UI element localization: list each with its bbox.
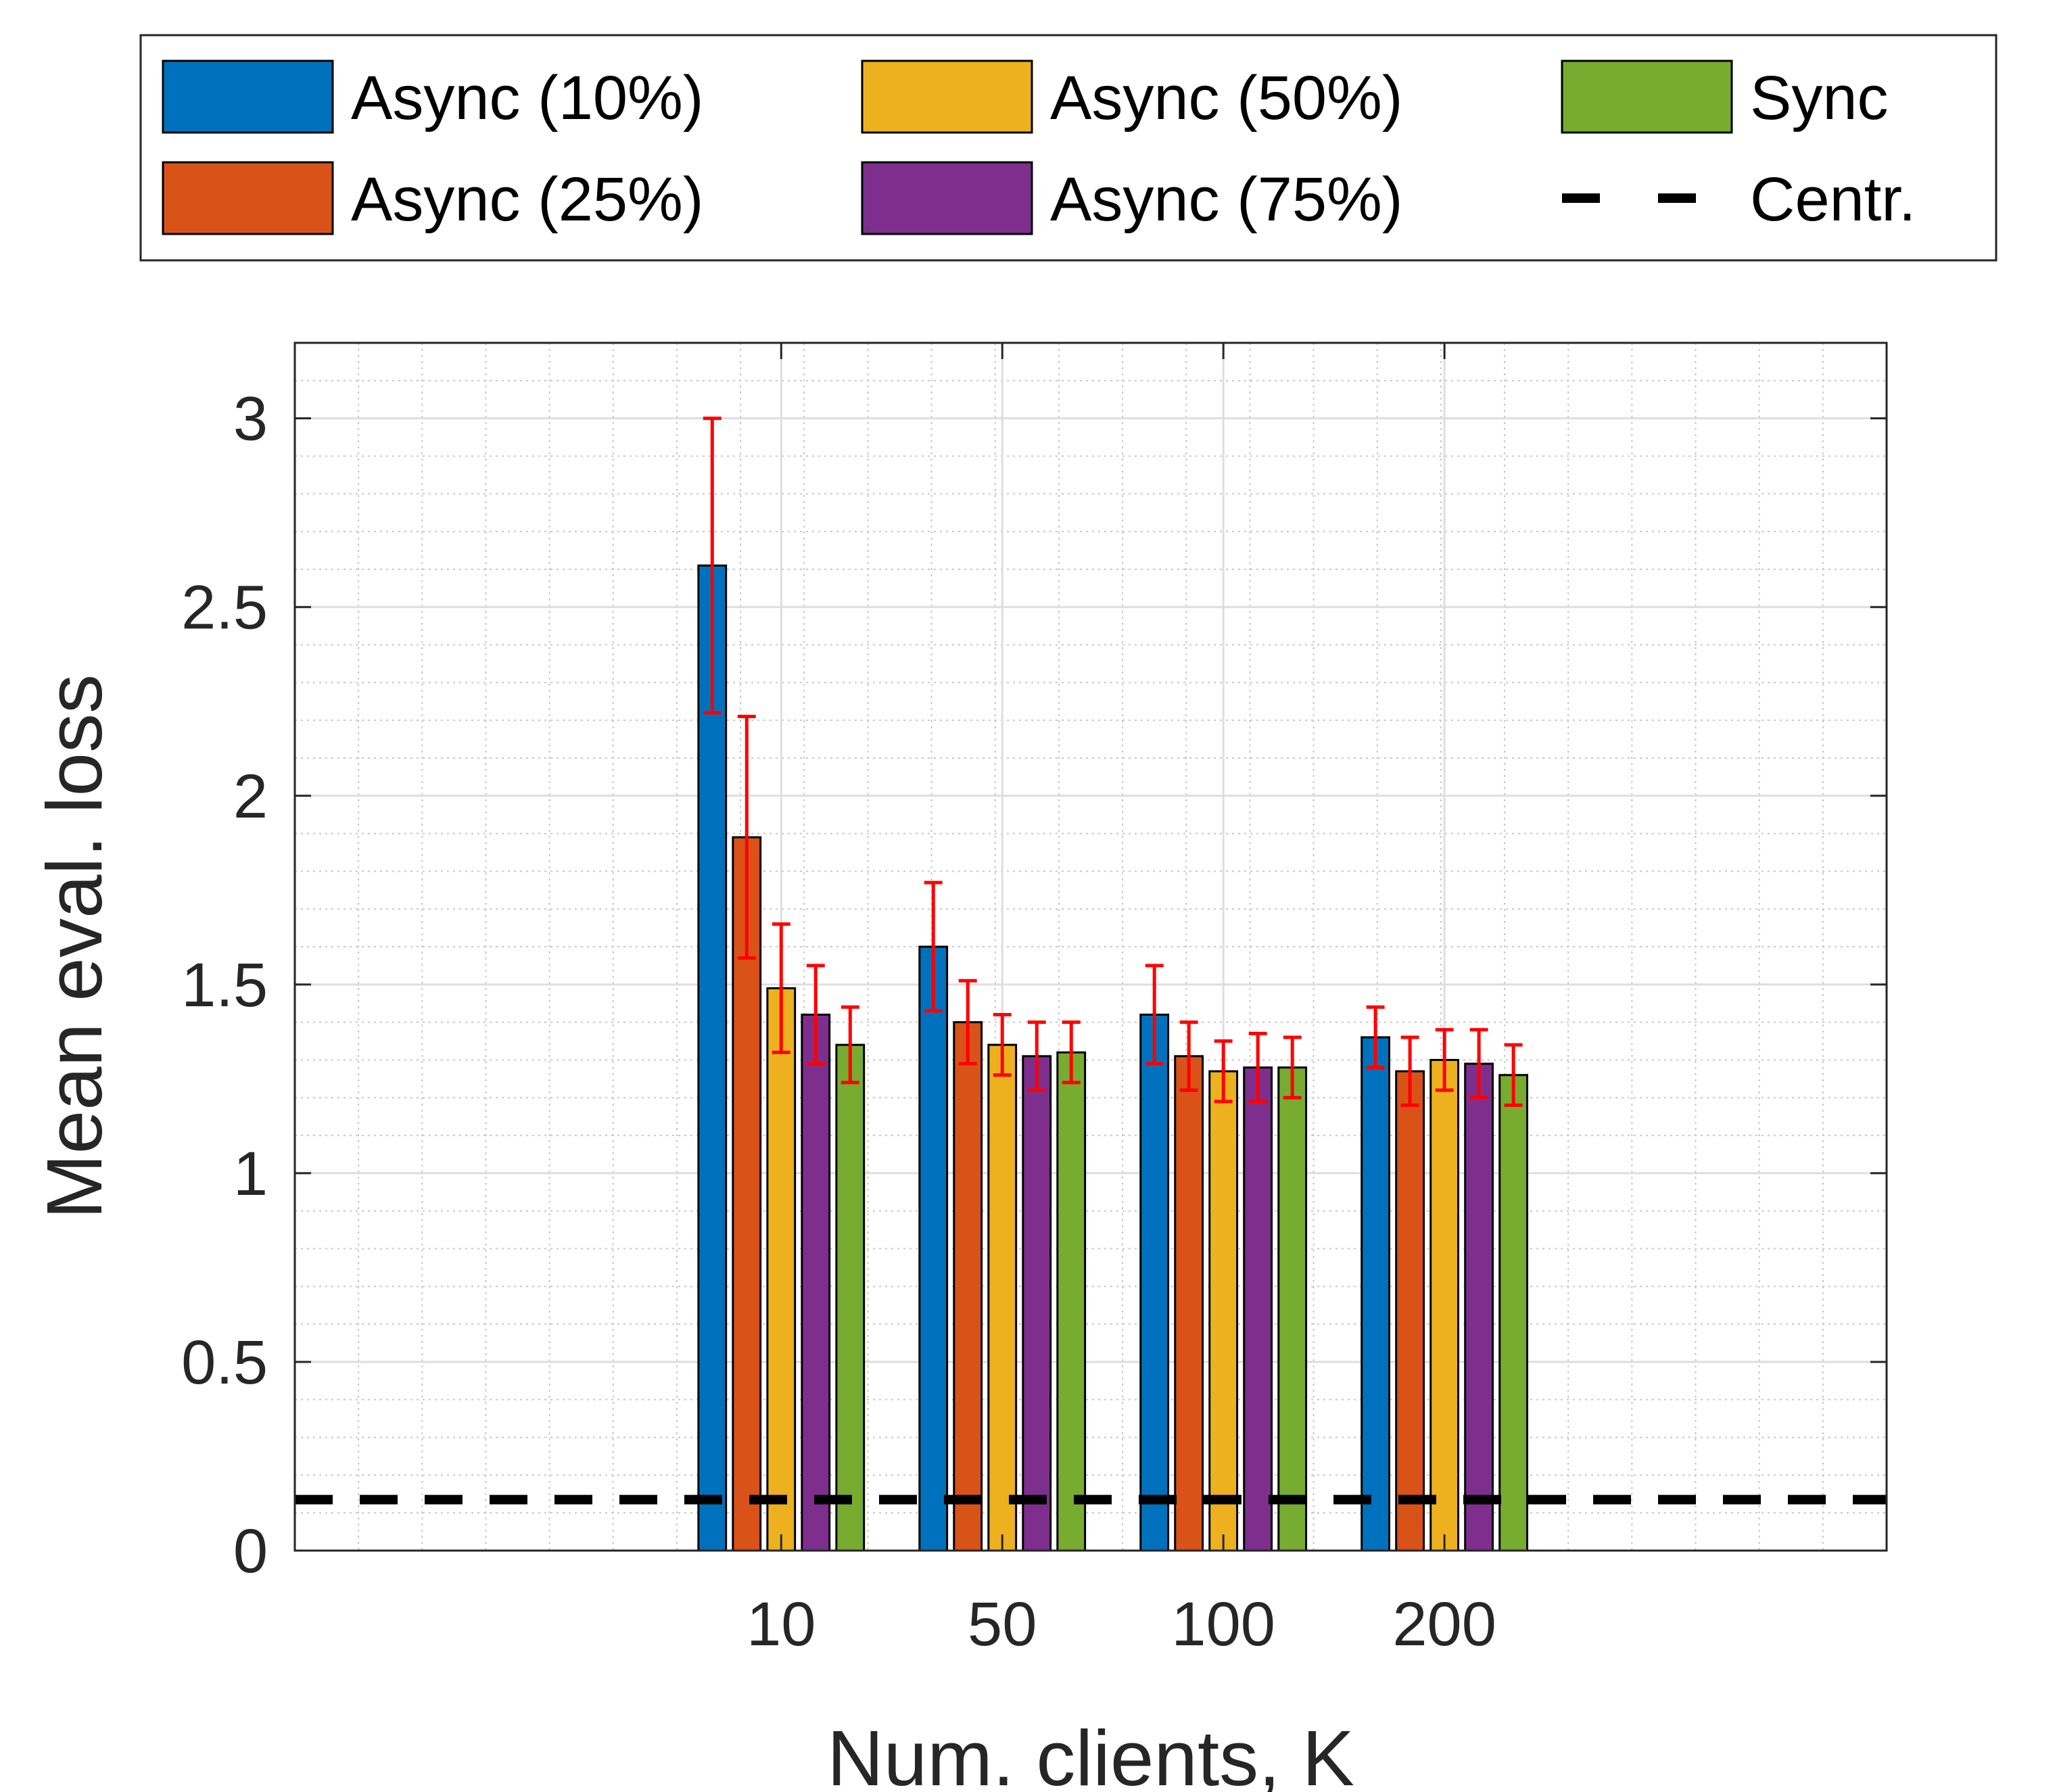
bar [1243,1066,1273,1552]
legend-label: Async (50%) [1050,64,1403,133]
legend-swatch [1561,60,1733,134]
y-tick-label: 2 [233,762,268,831]
x-tick-label: 10 [747,1590,815,1659]
bar [697,564,728,1552]
bar [835,1043,866,1552]
y-tick-label: 1.5 [181,951,268,1020]
bar [953,1021,983,1552]
x-tick-label: 50 [968,1590,1037,1659]
bar [1464,1062,1494,1552]
bar [1208,1070,1239,1552]
bar [1395,1070,1425,1552]
legend-label: Async (25%) [351,165,704,234]
bar [1429,1058,1460,1552]
bar [1022,1055,1052,1552]
bar [918,945,949,1552]
bar [1498,1074,1529,1552]
plot-area-frame [293,341,1888,1552]
axis-ticks: 0 0.5 1 1.5 2 2.5 3 10 50 100 200 [181,343,1887,1659]
error-bars [703,417,1523,1107]
y-tick-label: 2.5 [181,573,268,642]
x-tick-label: 100 [1171,1590,1275,1659]
x-axis-title: Num. clients, K [827,1714,1354,1792]
legend-swatch [162,60,334,134]
y-axis-title: Mean eval. loss [30,674,118,1219]
legend-label: Async (10%) [351,64,704,133]
bar [1139,1013,1170,1552]
bar [987,1043,1018,1552]
bar [1361,1036,1391,1552]
bar [801,1013,831,1552]
y-tick-label: 0 [233,1517,268,1586]
bar [1277,1066,1308,1552]
legend-swatch [861,60,1033,134]
legend-label: Async (75%) [1050,165,1403,234]
legend-swatch [861,161,1033,235]
bar [1174,1055,1204,1552]
x-tick-label: 200 [1392,1590,1496,1659]
grid [295,343,1887,1552]
legend-label: Sync [1750,64,1889,133]
y-tick-label: 1 [233,1139,268,1208]
bars [697,564,1529,1552]
bar [766,987,797,1552]
legend-label: Centr. [1750,165,1916,234]
bar [1056,1051,1087,1552]
y-tick-label: 3 [233,385,268,454]
legend: Async (10%) Async (25%) Async (50%) Async (… [139,34,1997,262]
legend-swatch [162,161,334,235]
y-tick-label: 0.5 [181,1328,268,1397]
